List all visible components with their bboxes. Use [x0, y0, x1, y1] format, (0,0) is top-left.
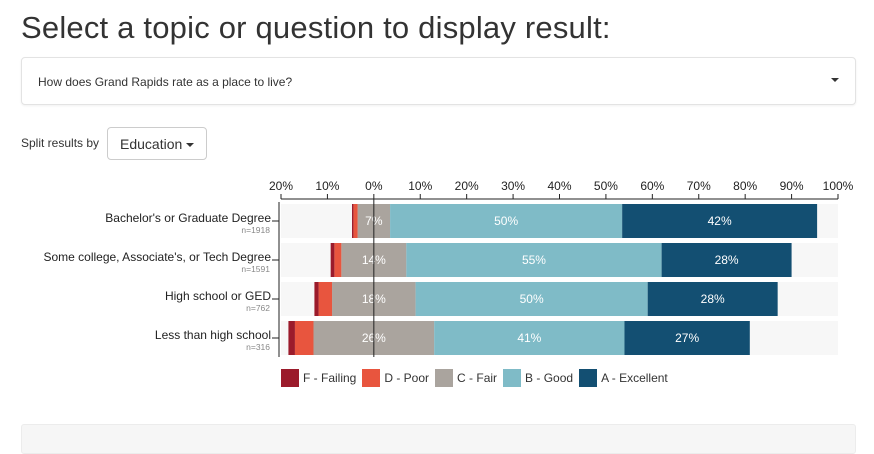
data-label: 41%	[517, 331, 541, 345]
question-select-value: How does Grand Rapids rate as a place to…	[38, 75, 293, 89]
bar-D	[294, 321, 314, 355]
x-tick-label: 70%	[687, 179, 711, 193]
bar-A	[624, 321, 750, 355]
x-tick-label: 60%	[640, 179, 664, 193]
x-tick-label: 50%	[594, 179, 618, 193]
legend-item: B - Good	[503, 369, 573, 387]
question-select[interactable]: How does Grand Rapids rate as a place to…	[21, 57, 856, 105]
split-results-label: Split results by	[21, 136, 100, 150]
bar-D	[318, 282, 333, 316]
x-tick-label: 10%	[408, 179, 432, 193]
chart-legend: F - Failing D - Poor C - Fair B - Good A - E…	[281, 369, 674, 387]
n-label: n=762	[246, 303, 270, 313]
caret-down-icon	[186, 142, 195, 147]
bar-D	[334, 243, 342, 277]
data-label: 55%	[522, 253, 546, 267]
category-label: Some college, Associate's, or Tech Degre…	[43, 250, 271, 264]
diverging-bar-chart: 20% 10% 0% 10% 20% 30% 40% 50% 60% 70% 80% 90% 100%7…	[43, 179, 854, 357]
legend-swatch	[579, 369, 598, 387]
bar-A	[647, 282, 778, 316]
legend-swatch	[435, 369, 454, 387]
x-tick-label: 10%	[315, 179, 339, 193]
legend-item: A - Excellent	[579, 369, 668, 387]
data-label: 50%	[520, 292, 544, 306]
x-tick-label: 90%	[780, 179, 804, 193]
bar-B	[390, 204, 623, 238]
category-label: High school or GED	[165, 289, 271, 303]
bar-F	[288, 321, 295, 355]
bar-F	[330, 243, 335, 277]
split-by-dropdown[interactable]: Education	[107, 127, 207, 160]
n-label: n=316	[246, 342, 270, 352]
x-tick-label: 80%	[733, 179, 757, 193]
category-label: Bachelor's or Graduate Degree	[105, 211, 271, 225]
n-label: n=1591	[241, 264, 270, 274]
data-label: 50%	[494, 214, 518, 228]
bar-F	[352, 204, 354, 238]
data-label: 42%	[708, 214, 732, 228]
x-tick-label: 0%	[365, 179, 383, 193]
x-tick-label: 20%	[269, 179, 293, 193]
results-panel	[21, 424, 856, 454]
bar-B	[406, 243, 662, 277]
bar-A	[661, 243, 792, 277]
data-label: 28%	[715, 253, 739, 267]
legend-label: C - Fair	[457, 371, 498, 385]
legend-swatch	[362, 369, 381, 387]
bar-A	[622, 204, 818, 238]
category-label: Less than high school	[155, 328, 271, 342]
n-label: n=1918	[241, 225, 270, 235]
bar-B	[434, 321, 625, 355]
legend-label: A - Excellent	[601, 371, 668, 385]
data-label: 28%	[701, 292, 725, 306]
x-tick-label: 20%	[455, 179, 479, 193]
split-by-value: Education	[120, 135, 183, 152]
legend-swatch	[281, 369, 299, 387]
page-title: Select a topic or question to display re…	[21, 10, 611, 45]
legend-item: D - Poor	[362, 369, 429, 387]
legend-swatch	[503, 369, 522, 387]
bar-F	[314, 282, 319, 316]
x-tick-label: 30%	[501, 179, 525, 193]
caret-down-icon	[831, 78, 839, 82]
legend-label: D - Poor	[384, 371, 430, 385]
bar-D	[353, 204, 358, 238]
x-tick-label: 40%	[547, 179, 571, 193]
legend-item: C - Fair	[435, 369, 497, 387]
bar-B	[415, 282, 648, 316]
legend-label: B - Good	[525, 371, 574, 385]
data-label: 27%	[675, 331, 699, 345]
legend-label: F - Failing	[303, 371, 357, 385]
x-tick-label: 100%	[823, 179, 854, 193]
legend-item: F - Failing	[281, 369, 356, 387]
